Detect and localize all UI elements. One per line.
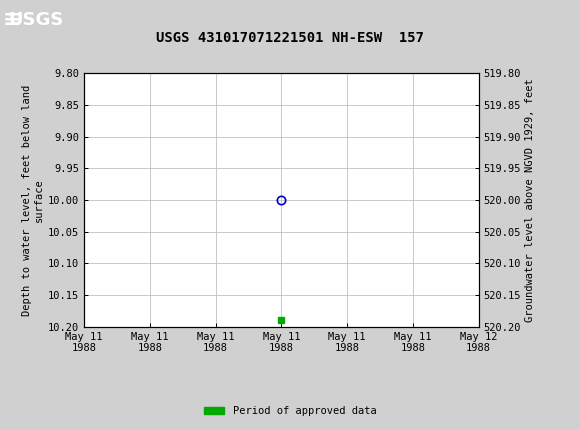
- Text: ≡: ≡: [3, 10, 21, 30]
- Legend: Period of approved data: Period of approved data: [200, 402, 380, 421]
- Y-axis label: Groundwater level above NGVD 1929, feet: Groundwater level above NGVD 1929, feet: [525, 78, 535, 322]
- Text: USGS 431017071221501 NH-ESW  157: USGS 431017071221501 NH-ESW 157: [156, 31, 424, 45]
- Text: USGS: USGS: [9, 11, 64, 29]
- Y-axis label: Depth to water level, feet below land
surface: Depth to water level, feet below land su…: [22, 84, 44, 316]
